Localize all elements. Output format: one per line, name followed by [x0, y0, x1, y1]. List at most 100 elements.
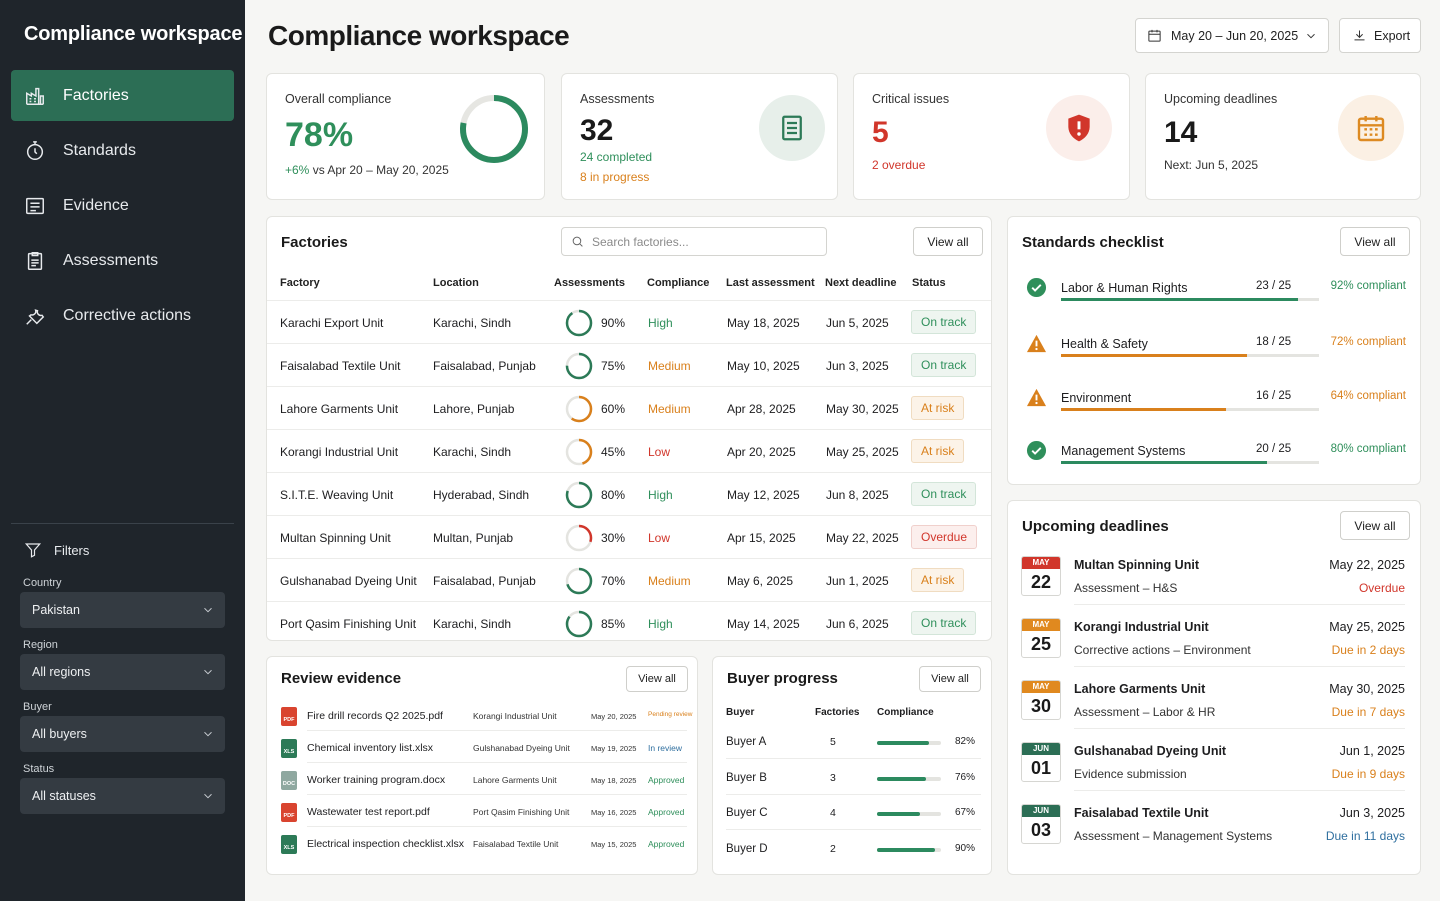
buyers-view-all-button[interactable]: View all	[919, 666, 981, 692]
factory-icon	[24, 85, 46, 107]
table-row[interactable]: S.I.T.E. Weaving Unit Hyderabad, Sindh 80%…	[267, 472, 991, 515]
deadlines-view-all-button[interactable]: View all	[1340, 511, 1410, 540]
sidebar-item-label: Factories	[63, 86, 129, 104]
sidebar-item-corrective-actions[interactable]: Corrective actions	[11, 290, 234, 341]
buyer-row[interactable]: Buyer C 4 67%	[713, 799, 991, 834]
row-divider	[726, 793, 981, 795]
last-assessment-date: May 12, 2025	[727, 488, 800, 502]
assessment-progress-ring	[565, 524, 593, 552]
buyer-compliance-bar	[877, 776, 941, 781]
sidebar-item-standards[interactable]: Standards	[11, 125, 234, 176]
compliance-level: High	[648, 617, 673, 631]
calendar-month: JUN	[1022, 743, 1060, 755]
filter-icon	[24, 543, 42, 558]
buyer-compliance-bar	[877, 847, 941, 852]
sidebar: Compliance workspace Factories Standards…	[0, 0, 245, 901]
factories-view-all-button[interactable]: View all	[913, 227, 983, 256]
column-header[interactable]: Location	[433, 277, 479, 289]
download-icon	[1354, 30, 1365, 41]
deadline-item[interactable]: MAY 30 Lahore Garments Unit Assessment – La…	[1008, 680, 1420, 742]
filter-region-select[interactable]: All regions	[20, 654, 225, 690]
row-divider	[307, 826, 687, 827]
buyer-row[interactable]: Buyer A 5 82%	[713, 728, 991, 763]
deadline-item[interactable]: MAY 25 Korangi Industrial Unit Corrective a…	[1008, 618, 1420, 680]
column-header[interactable]: Next deadline	[825, 277, 897, 289]
column-header[interactable]: Compliance	[647, 277, 710, 289]
next-deadline-date: Jun 6, 2025	[826, 617, 889, 631]
sidebar-item-assessments[interactable]: Assessments	[11, 235, 234, 286]
buyer-row[interactable]: Buyer B 3 76%	[713, 764, 991, 799]
column-header[interactable]: Last assessment	[726, 277, 815, 289]
evidence-file-name: Fire drill records Q2 2025.pdf	[307, 710, 443, 722]
assessment-percent: 80%	[601, 488, 626, 502]
table-row[interactable]: Multan Spinning Unit Multan, Punjab 30% Low…	[267, 515, 991, 558]
buyer-row[interactable]: Buyer D 2 90%	[713, 835, 991, 870]
last-assessment-date: Apr 20, 2025	[727, 445, 796, 459]
evidence-date: May 15, 2025	[591, 840, 637, 849]
assessment-progress-ring	[565, 481, 593, 509]
checklist-item[interactable]: Management Systems 20 / 25 80% compliant	[1008, 440, 1420, 496]
sidebar-item-evidence[interactable]: Evidence	[11, 180, 234, 231]
deadline-date: May 22, 2025	[1329, 558, 1405, 572]
checklist-item[interactable]: Labor & Human Rights 23 / 25 92% compliant	[1008, 277, 1420, 333]
evidence-item[interactable]: PDF Wastewater test report.pdf Port Qasim …	[267, 803, 697, 835]
panel-title: Upcoming deadlines	[1022, 518, 1169, 535]
last-assessment-date: May 14, 2025	[727, 617, 800, 631]
filter-buyer-select[interactable]: All buyers	[20, 716, 225, 752]
table-row[interactable]: Gulshanabad Dyeing Unit Faisalabad, Punja…	[267, 558, 991, 601]
evidence-icon	[24, 195, 46, 217]
standard-compliance: 92% compliant	[1330, 280, 1406, 292]
search-icon	[572, 236, 583, 247]
deadline-item[interactable]: MAY 22 Multan Spinning Unit Assessment – H&…	[1008, 556, 1420, 618]
date-range-picker[interactable]: May 20 – Jun 20, 2025	[1135, 18, 1329, 53]
evidence-view-all-button[interactable]: View all	[626, 666, 688, 692]
table-row[interactable]: Faisalabad Textile Unit Faisalabad, Punja…	[267, 343, 991, 386]
compliance-level: Low	[648, 445, 671, 459]
wrench-icon	[24, 305, 46, 327]
calendar-date-badge: MAY 30	[1021, 680, 1061, 720]
factory-location: Hyderabad, Sindh	[433, 488, 530, 502]
document-icon	[759, 95, 825, 161]
checklist-view-all-button[interactable]: View all	[1340, 227, 1410, 256]
evidence-item[interactable]: PDF Fire drill records Q2 2025.pdf Korangi…	[267, 707, 697, 739]
compliance-donut	[460, 95, 528, 163]
filters-heading: Filters	[24, 541, 89, 559]
standard-name: Management Systems	[1061, 444, 1186, 458]
table-row[interactable]: Karachi Export Unit Karachi, Sindh 90% High…	[267, 300, 991, 343]
evidence-file-name: Electrical inspection checklist.xlsx	[307, 838, 464, 850]
table-row[interactable]: Port Qasim Finishing Unit Karachi, Sindh 8…	[267, 601, 991, 644]
standard-name: Health & Safety	[1061, 337, 1148, 351]
calendar-month: MAY	[1022, 619, 1060, 631]
chevron-down-icon	[1307, 33, 1315, 39]
table-row[interactable]: Korangi Industrial Unit Karachi, Sindh 45%…	[267, 429, 991, 472]
factories-panel: Factories Search factories... View all F…	[266, 216, 992, 641]
next-deadline-date: May 25, 2025	[826, 445, 899, 459]
factory-search-input[interactable]: Search factories...	[561, 227, 827, 256]
column-header[interactable]: Status	[912, 277, 946, 289]
row-divider	[1074, 790, 1405, 791]
evidence-item[interactable]: XLS Chemical inventory list.xlsx Gulshanab…	[267, 739, 697, 771]
calendar-day: 22	[1030, 572, 1052, 592]
table-row[interactable]: Lahore Garments Unit Lahore, Punjab 60% Med…	[267, 386, 991, 429]
evidence-file-name: Worker training program.docx	[307, 774, 446, 786]
calendar-date-badge: JUN 03	[1021, 804, 1061, 844]
filter-country-select[interactable]: Pakistan	[20, 592, 225, 628]
evidence-date: May 19, 2025	[591, 744, 637, 753]
evidence-item[interactable]: DOC Worker training program.docx Lahore Ga…	[267, 771, 697, 803]
deadline-item[interactable]: JUN 03 Faisalabad Textile Unit Assessment –…	[1008, 804, 1420, 866]
compliance-donut-arc	[460, 95, 528, 163]
sidebar-item-factories[interactable]: Factories	[11, 70, 234, 121]
kpi-label: Assessments	[580, 92, 655, 106]
deadline-date: May 25, 2025	[1329, 620, 1405, 634]
column-header: Factories	[815, 707, 860, 718]
column-header[interactable]: Assessments	[554, 277, 625, 289]
column-header[interactable]: Factory	[280, 277, 320, 289]
deadline-item[interactable]: JUN 01 Gulshanabad Dyeing Unit Evidence sub…	[1008, 742, 1420, 804]
evidence-item[interactable]: XLS Electrical inspection checklist.xlsx F…	[267, 835, 697, 867]
checklist-item[interactable]: Health & Safety 18 / 25 72% compliant	[1008, 333, 1420, 389]
kpi-value: 14	[1164, 116, 1198, 149]
checklist-item[interactable]: Environment 16 / 25 64% compliant	[1008, 387, 1420, 443]
filter-status-select[interactable]: All statuses	[20, 778, 225, 814]
sidebar-item-label: Evidence	[63, 196, 129, 214]
export-button[interactable]: Export	[1339, 18, 1421, 53]
